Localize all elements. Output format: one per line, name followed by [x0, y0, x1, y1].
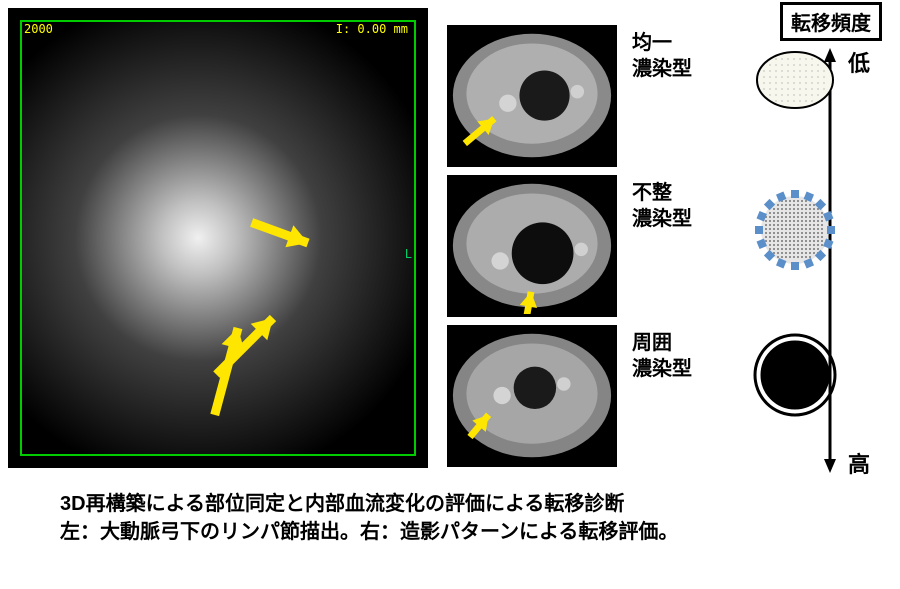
schematic-type2	[750, 185, 840, 280]
scan-frame	[20, 20, 416, 456]
ct-slice-3	[447, 325, 617, 467]
slice1-svg	[450, 28, 614, 165]
schematic-type3	[750, 330, 840, 425]
legend-title: 転移頻度	[780, 2, 882, 41]
schematic1-svg	[750, 45, 840, 115]
type1-line1: 均一	[632, 32, 672, 54]
ct-slice-1	[447, 25, 617, 167]
overlay-right-text: I: 0.00 mm	[336, 22, 408, 36]
caption-line1: 3D再構築による部位同定と内部血流変化の評価による転移診断	[60, 490, 678, 518]
figure-caption: 3D再構築による部位同定と内部血流変化の評価による転移診断 左：大動脈弓下のリン…	[60, 490, 678, 546]
type3-line1: 周囲	[632, 332, 672, 354]
slice2-svg	[450, 178, 614, 315]
type3-label: 周囲 濃染型	[632, 330, 692, 382]
type2-label: 不整 濃染型	[632, 180, 692, 232]
ct-slice-2	[447, 175, 617, 317]
type2-line2: 濃染型	[632, 208, 692, 230]
main-ct-image: 2000 I: 0.00 mm L	[8, 8, 428, 468]
schematic3-svg	[750, 330, 840, 420]
type1-label: 均一 濃染型	[632, 30, 692, 82]
type1-line2: 濃染型	[632, 58, 692, 80]
overlay-left-text: 2000	[24, 22, 53, 36]
scale-high-label: 高	[848, 447, 870, 479]
slice3-svg	[450, 328, 614, 465]
caption-line2: 左：大動脈弓下のリンパ節描出。右：造影パターンによる転移評価。	[60, 518, 678, 546]
schematic-type1	[750, 45, 840, 120]
schematic2-svg	[750, 185, 840, 275]
scale-low-label: 低	[848, 46, 870, 78]
overlay-side-marker: L	[405, 247, 412, 261]
type3-line2: 濃染型	[632, 358, 692, 380]
type2-line1: 不整	[632, 182, 672, 204]
